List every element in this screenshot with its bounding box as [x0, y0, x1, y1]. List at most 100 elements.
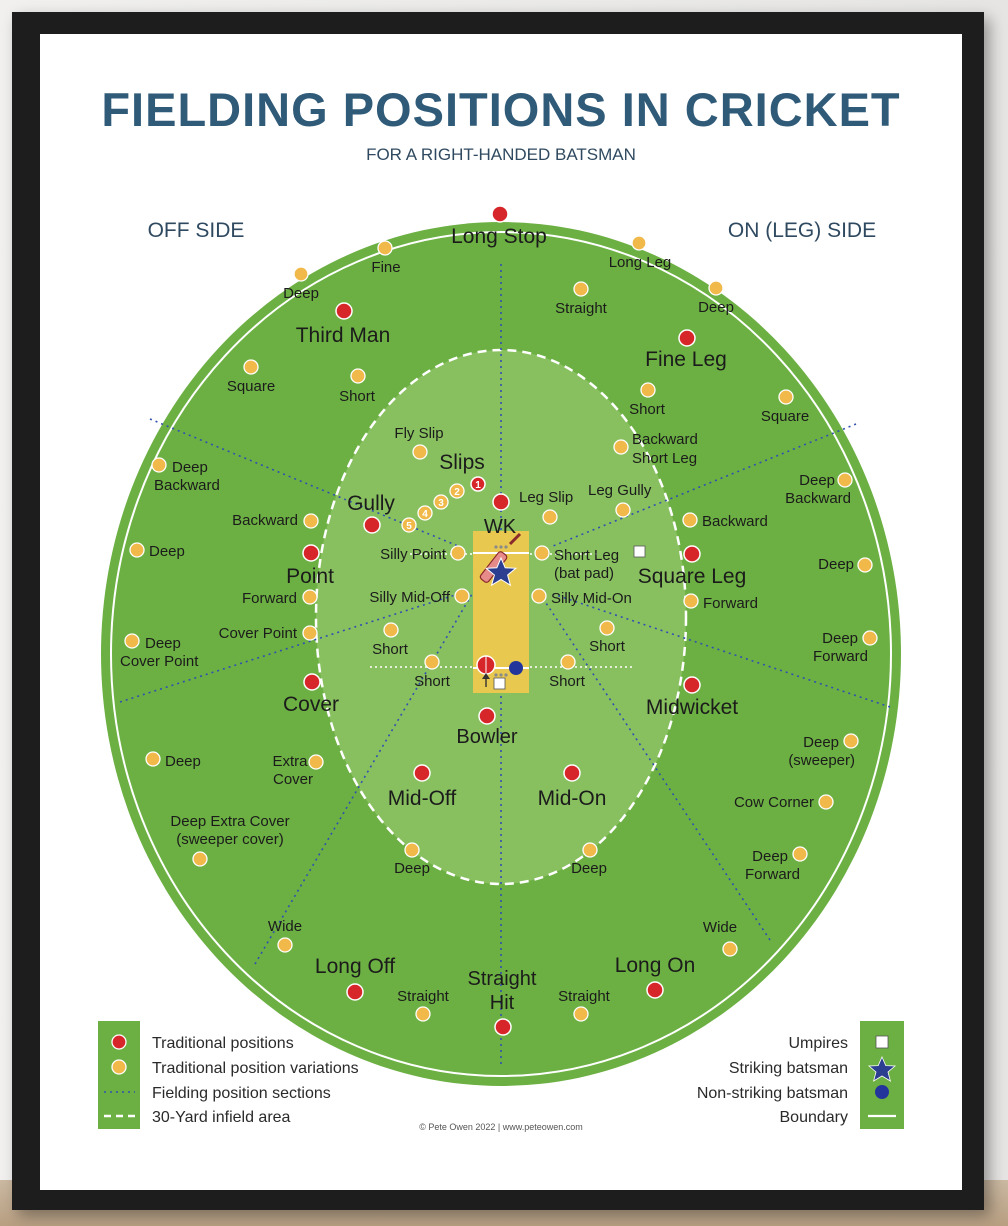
- label-deep-forward-midwicket-1: Deep: [752, 848, 788, 865]
- label-deep-point: Deep: [149, 543, 185, 560]
- slip-2-dot: [449, 483, 465, 499]
- short-fine-leg-dot: [640, 382, 656, 398]
- label-mid-on: Mid-On: [538, 787, 607, 810]
- fine-leg-dot: [678, 329, 696, 347]
- straight-hit-dot: [494, 1018, 512, 1036]
- straight-long-leg-dot: [573, 281, 589, 297]
- deep-third-man-dot: [293, 266, 309, 282]
- deep-square-leg-dot: [857, 557, 873, 573]
- label-short-cover: Short: [372, 641, 409, 658]
- legend-umpires-label: Umpires: [788, 1035, 848, 1052]
- label-short-midwicket: Short: [589, 638, 626, 655]
- label-deep-mid-off: Deep: [394, 860, 430, 877]
- silly-mid-off-dot: [454, 588, 470, 604]
- label-short-mid-off: Short: [414, 673, 451, 690]
- label-silly-point: Silly Point: [380, 546, 447, 563]
- slip-3-number: 3: [438, 498, 444, 509]
- slip-4-number: 4: [422, 509, 428, 520]
- square-leg-dot: [683, 545, 701, 563]
- label-deep-backward-off-2: Backward: [154, 477, 220, 494]
- slip-cordon: 1 2 3 4 5: [401, 480, 481, 533]
- cover-dot: [303, 673, 321, 691]
- legend-sections-label: Fielding position sections: [152, 1085, 331, 1102]
- legend-striking-batsman-icon: [867, 1056, 897, 1082]
- slip-5-dot: [401, 517, 417, 533]
- legend-non-striking-icon: [875, 1085, 889, 1099]
- umpire-bowler-end: [493, 677, 506, 690]
- deep-backward-off-dot: [151, 457, 167, 473]
- deep-sweeper-dot: [843, 733, 859, 749]
- deep-fine-leg-dot: [708, 280, 724, 296]
- label-deep-sweeper-2: (sweeper): [788, 752, 855, 769]
- label-short-third-man: Short: [339, 388, 376, 405]
- silly-point-dot: [450, 545, 466, 561]
- legend-striking-label: Striking batsman: [729, 1060, 848, 1077]
- label-fine-leg: Fine Leg: [645, 348, 727, 371]
- label-midwicket: Midwicket: [646, 696, 738, 719]
- leg-slip-dot: [542, 509, 558, 525]
- credit-line: © Pete Owen 2022 | www.peteowen.com: [419, 1122, 583, 1132]
- mid-off-dot: [413, 764, 431, 782]
- label-backward-square-leg: Backward: [702, 513, 768, 530]
- slip-1-dot: [470, 476, 486, 492]
- label-wide-long-on: Wide: [703, 919, 737, 936]
- leg-gully-dot: [615, 502, 631, 518]
- label-straight-hit-2: Hit: [490, 992, 515, 1014]
- label-point: Point: [286, 565, 334, 588]
- cow-corner-dot: [818, 794, 834, 810]
- label-cover: Cover: [283, 693, 339, 716]
- backward-square-leg-dot: [682, 512, 698, 528]
- label-short-leg-1: Short Leg: [554, 547, 619, 564]
- traditional-labels: Long Stop Third Man Fine Leg Slips Gully…: [283, 225, 746, 1014]
- label-deep-backward-off-1: Deep: [172, 459, 208, 476]
- label-forward-square-leg: Forward: [703, 595, 758, 612]
- third-man-dot: [335, 302, 353, 320]
- label-long-stop: Long Stop: [451, 225, 547, 248]
- wk-dot: [492, 493, 510, 511]
- label-cow-corner: Cow Corner: [734, 794, 814, 811]
- straight-long-on-dot: [573, 1006, 589, 1022]
- fielding-diagram: FIELDING POSITIONS IN CRICKET FOR A RIGH…: [98, 83, 904, 1132]
- legend-variation-label: Traditional position variations: [152, 1060, 359, 1077]
- mid-on-dot: [563, 764, 581, 782]
- short-cover-dot: [383, 622, 399, 638]
- short-midwicket-dot: [599, 620, 615, 636]
- slip-5-number: 5: [406, 521, 412, 532]
- short-third-man-dot: [350, 368, 366, 384]
- slip-1-number: 1: [475, 480, 481, 491]
- long-off-dot: [346, 983, 364, 1001]
- label-leg-slip: Leg Slip: [519, 489, 573, 506]
- poster-title: FIELDING POSITIONS IN CRICKET: [101, 83, 900, 136]
- label-short-leg-2: (bat pad): [554, 565, 614, 582]
- straight-long-off-dot: [415, 1006, 431, 1022]
- deep-cover-point-dot: [124, 633, 140, 649]
- label-straight-long-leg: Straight: [555, 300, 608, 317]
- fly-slip-dot: [412, 444, 428, 460]
- deep-point-dot: [129, 542, 145, 558]
- label-straight-long-off: Straight: [397, 988, 450, 1005]
- square-fine-leg-dot: [778, 389, 794, 405]
- label-deep-square-leg: Deep: [818, 556, 854, 573]
- legend-infield-label: 30-Yard infield area: [152, 1109, 291, 1126]
- legend-traditional-label: Traditional positions: [152, 1035, 294, 1052]
- deep-mid-off-dot: [404, 842, 420, 858]
- long-on-dot: [646, 981, 664, 999]
- label-deep-cover: Deep: [165, 753, 201, 770]
- label-extra-cover-1: Extra: [272, 753, 308, 770]
- square-third-man-dot: [243, 359, 259, 375]
- backward-short-leg-dot: [613, 439, 629, 455]
- label-deep-sweeper-1: Deep: [803, 734, 839, 751]
- label-deep-backward-leg-2: Backward: [785, 490, 851, 507]
- label-long-leg: Long Leg: [609, 254, 672, 271]
- label-forward-point: Forward: [242, 590, 297, 607]
- label-long-off: Long Off: [315, 955, 395, 978]
- wide-long-on-dot: [722, 941, 738, 957]
- long-leg-dot: [631, 235, 647, 251]
- label-slips: Slips: [439, 451, 485, 474]
- label-backward-point: Backward: [232, 512, 298, 529]
- umpire-square-leg: [633, 545, 646, 558]
- deep-forward-square-dot: [862, 630, 878, 646]
- gully-dot: [363, 516, 381, 534]
- short-mid-on-dot: [560, 654, 576, 670]
- legend-left: Traditional positions Traditional positi…: [98, 1021, 359, 1129]
